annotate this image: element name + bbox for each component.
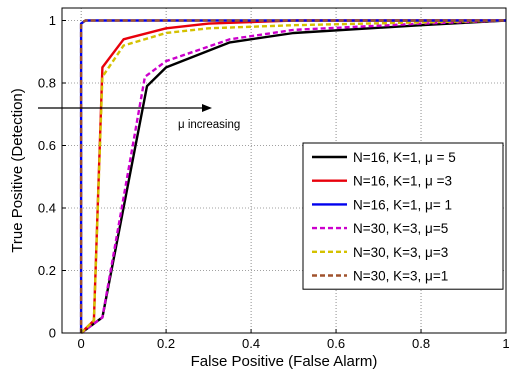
- x-tick-label: 0.4: [242, 336, 260, 351]
- x-tick-label: 1: [502, 336, 509, 351]
- x-tick-label: 0.8: [412, 336, 430, 351]
- tick-labels: 0 0.2 0.4 0.6 0.8 1 0 0.2 0.4 0.6 0.8 1: [38, 13, 510, 351]
- y-tick-label: 0.2: [38, 263, 56, 278]
- y-tick-label: 0.4: [38, 201, 56, 216]
- annotation-text: μ increasing: [178, 119, 240, 131]
- annotation: μ increasing: [38, 104, 240, 131]
- series-lines: [79, 19, 507, 334]
- annotation-arrowhead: [202, 104, 212, 112]
- legend-label: N=30, K=3, μ=5: [353, 221, 448, 236]
- legend-label: N=16, K=1, μ = 5: [353, 150, 456, 165]
- x-tick-label: 0.6: [327, 336, 345, 351]
- legend-label: N=30, K=3, μ=3: [353, 245, 448, 260]
- legend-box: [302, 142, 504, 290]
- y-tick-label: 0: [49, 326, 56, 341]
- x-axis-label: False Positive (False Alarm): [191, 353, 378, 370]
- y-axis-label: True Positive (Detection): [9, 88, 26, 253]
- legend-label: N=30, K=3, μ=1: [353, 269, 448, 284]
- series-line-3: [80, 19, 507, 334]
- series-line-5: [79, 19, 506, 333]
- plot-frame: [61, 7, 507, 334]
- legend: N=16, K=1, μ = 5 N=16, K=1, μ =3 N=16, K=1…: [302, 142, 504, 290]
- legend-label: N=16, K=1, μ= 1: [353, 197, 452, 212]
- series-line-4: [80, 19, 507, 334]
- legend-label: N=16, K=1, μ =3: [353, 174, 452, 189]
- x-tick-label: 0.2: [157, 336, 175, 351]
- x-tick-label: 0: [78, 336, 85, 351]
- y-tick-label: 1: [49, 13, 56, 28]
- y-tick-label: 0.6: [38, 138, 56, 153]
- y-tick-label: 0.8: [38, 76, 56, 91]
